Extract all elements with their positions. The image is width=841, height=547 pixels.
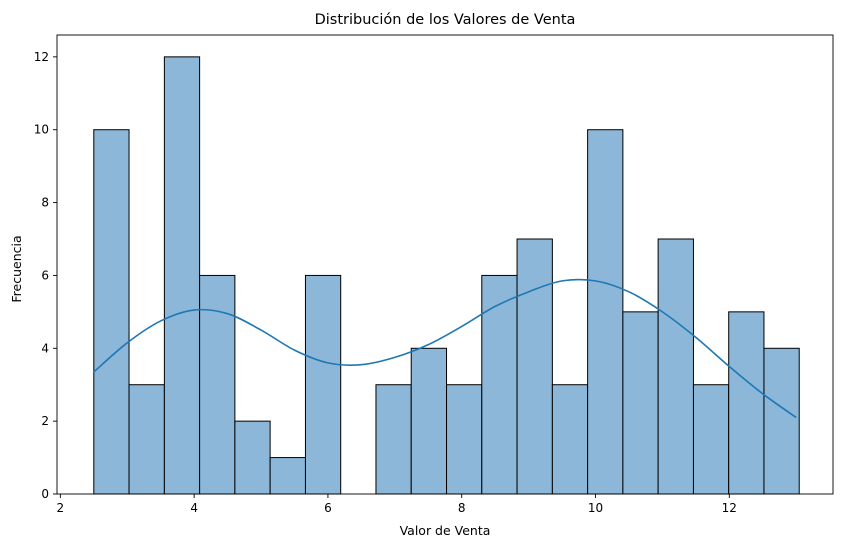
- y-tick-label: 0: [41, 487, 49, 501]
- histogram-bar: [128, 384, 165, 495]
- histogram-bar: [304, 274, 342, 495]
- kde-curve: [93, 278, 797, 419]
- histogram-bar: [657, 238, 694, 495]
- histogram-bar: [728, 311, 765, 495]
- histogram-bar: [587, 129, 624, 495]
- bars-layer: [93, 56, 800, 495]
- histogram-bar: [93, 129, 130, 495]
- histogram-bar: [481, 274, 518, 495]
- x-tick-label: 4: [190, 501, 198, 515]
- x-tick-label: 10: [588, 501, 603, 515]
- y-tick-label: 8: [41, 196, 49, 210]
- histogram-bar: [269, 457, 306, 495]
- histogram-bar: [234, 420, 271, 495]
- y-tick-label: 6: [41, 268, 49, 282]
- histogram-bar: [199, 274, 236, 495]
- histogram-bar: [375, 384, 412, 495]
- y-tick-label: 4: [41, 341, 49, 355]
- kde-layer: [93, 278, 797, 419]
- x-tick-label: 12: [722, 501, 737, 515]
- histogram-bar: [763, 347, 800, 495]
- y-tick-label: 2: [41, 414, 49, 428]
- x-tick-label: 6: [324, 501, 332, 515]
- y-tick-label: 10: [34, 123, 49, 137]
- chart-title: Distribución de los Valores de Venta: [315, 12, 576, 28]
- histogram-bar: [410, 347, 448, 495]
- histogram-bar: [692, 384, 730, 495]
- histogram-bar: [446, 384, 483, 495]
- x-axis-label: Valor de Venta: [400, 523, 491, 538]
- y-tick-label: 12: [34, 50, 49, 64]
- plot-frame: [56, 34, 834, 495]
- y-axis-label: Frecuencia: [9, 235, 24, 302]
- histogram-bar: [163, 56, 201, 495]
- histogram-bar: [516, 238, 553, 495]
- x-tick-label: 2: [57, 501, 65, 515]
- histogram-bar: [622, 311, 659, 495]
- histogram-bar: [551, 384, 589, 495]
- x-tick-label: 8: [458, 501, 466, 515]
